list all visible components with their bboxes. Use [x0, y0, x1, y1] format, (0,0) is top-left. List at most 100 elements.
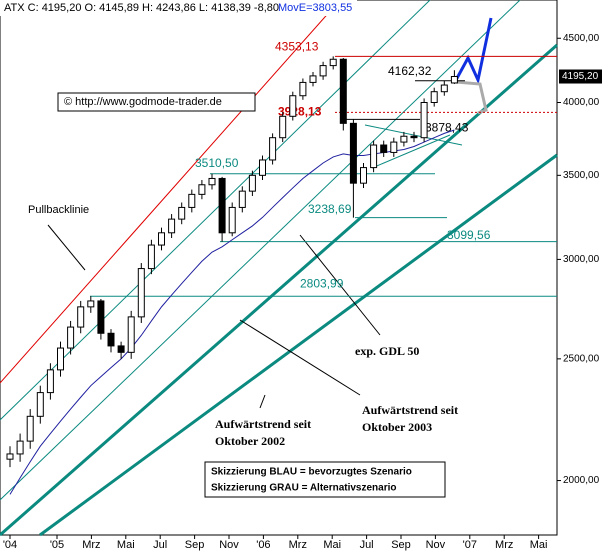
- candle-body: [67, 326, 75, 349]
- x-tick-label: Nov: [219, 539, 239, 551]
- candle-body: [370, 144, 378, 169]
- x-tick-label: Mrz: [289, 539, 307, 551]
- annotation: Oktober 2002: [215, 434, 285, 448]
- candle-body: [77, 306, 85, 328]
- candle-body: [16, 440, 24, 455]
- candle-body: [400, 135, 408, 143]
- candle-body: [208, 177, 216, 186]
- trend-2003: [0, 43, 558, 537]
- annotation: Oktober 2003: [362, 420, 432, 434]
- candle-body: [450, 76, 458, 84]
- level-label: 4162,32: [388, 64, 432, 78]
- channel-line: [0, 0, 521, 501]
- candle-body: [289, 95, 297, 117]
- y-tick-label: 2500,00: [563, 353, 600, 364]
- candle-body: [26, 415, 34, 442]
- candle-body: [319, 65, 327, 77]
- annotation: exp. GDL 50: [355, 344, 419, 358]
- level-label: 3928,13: [278, 105, 322, 119]
- x-tick-label: Mrz: [82, 539, 100, 551]
- price-box: [559, 69, 602, 84]
- copyright: © http://www.godmode-trader.de: [64, 96, 222, 108]
- trendlines: [0, 0, 558, 537]
- candle-body: [57, 347, 64, 371]
- data-layer: 4353,13 3928,13 3878,43 4162,32 3510,50 3238,…: [6, 40, 557, 495]
- triangle-line: [371, 134, 451, 169]
- candle-body: [168, 218, 176, 234]
- x-tick-label: '06: [256, 539, 270, 551]
- scenario-text: Skizzierung GRAU = Alternativszenario: [211, 483, 397, 494]
- scenario-text: Skizzierung BLAU = bevorzugtes Szenario: [211, 467, 412, 478]
- candle-body: [380, 144, 388, 153]
- y-tick-label: 4000,00: [563, 97, 600, 108]
- pointer: [239, 319, 361, 396]
- header-bg: [0, 0, 357, 16]
- scenario-gray: [455, 80, 488, 115]
- scenario-box: [204, 461, 446, 498]
- x-tick-label: Jul: [153, 539, 167, 551]
- x-tick-label: '07: [463, 539, 477, 551]
- pointer: [47, 224, 86, 271]
- candle-body: [259, 159, 266, 176]
- candle-body: [97, 300, 105, 334]
- y-tick-label: 3000,00: [563, 254, 600, 265]
- trend-2002: [39, 153, 558, 537]
- ma-label: MovE=3803,55: [278, 2, 352, 14]
- pointer: [259, 394, 266, 409]
- candle-body: [248, 174, 256, 192]
- y-tick-label: 4500,00: [563, 33, 600, 44]
- annotation: Pullbacklinie: [28, 204, 89, 216]
- candle-body: [188, 193, 196, 208]
- candle-body: [158, 232, 165, 246]
- copyright-box: [57, 92, 256, 112]
- pullback-line: [0, 0, 341, 384]
- channel-line: [0, 0, 431, 421]
- x-tick-label: Mai: [117, 539, 135, 551]
- x-tick-label: Jul: [360, 539, 374, 551]
- level-label: 2803,99: [300, 276, 344, 290]
- price-label: 4195,20: [562, 71, 599, 82]
- annotation: Aufwärtstrend seit: [215, 417, 311, 431]
- candle-body: [137, 268, 145, 318]
- candle-body: [147, 244, 155, 270]
- candle-body: [117, 345, 125, 353]
- candle-body: [107, 332, 115, 347]
- candle-body: [430, 91, 438, 104]
- candle-body: [329, 58, 337, 67]
- candle-body: [390, 141, 398, 153]
- candle-body: [127, 316, 135, 353]
- x-tick-label: Mrz: [495, 539, 513, 551]
- x-tick-label: Nov: [426, 539, 446, 551]
- candle-body: [238, 190, 246, 208]
- y-tick-label: 2000,00: [563, 475, 600, 486]
- x-tick-label: Mai: [530, 539, 548, 551]
- level-label: 3238,69: [308, 202, 352, 216]
- candle-body: [299, 81, 307, 97]
- y-tick-label: 3500,00: [563, 170, 600, 181]
- candle-body: [279, 115, 287, 139]
- candle-body: [440, 84, 448, 93]
- candle-body: [178, 206, 186, 220]
- x-tick-label: '04: [3, 539, 17, 551]
- candle-body: [198, 184, 206, 195]
- x-tick-label: Sep: [185, 539, 205, 551]
- candle-body: [269, 137, 277, 161]
- candle-body: [87, 300, 95, 308]
- candle-body: [6, 453, 14, 460]
- candle-body: [410, 135, 418, 139]
- pointer: [299, 234, 381, 336]
- candle-body: [228, 206, 236, 234]
- candle-body: [339, 58, 347, 124]
- annotation: Aufwärtstrend seit: [362, 403, 458, 417]
- candle-body: [360, 167, 367, 184]
- candle-body: [349, 122, 357, 184]
- level-label: 4353,13: [275, 40, 319, 54]
- level-label: 3878,43: [425, 121, 469, 135]
- plot-area: [0, 0, 558, 536]
- candle-body: [420, 102, 428, 139]
- level-label: 3099,56: [447, 228, 491, 242]
- x-tick-label: Sep: [391, 539, 411, 551]
- candle-body: [218, 177, 226, 234]
- candle-body: [36, 392, 44, 417]
